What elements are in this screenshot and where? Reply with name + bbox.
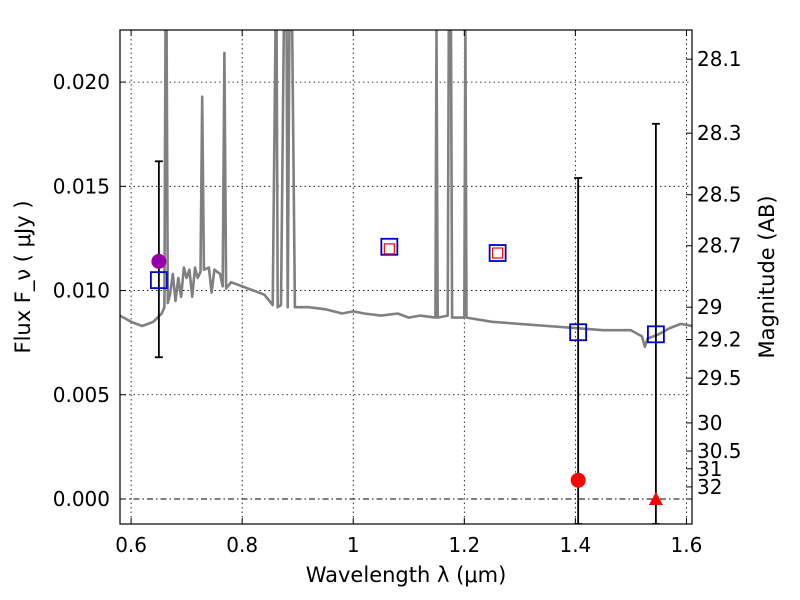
y-tick-label: 0.005 [53, 383, 110, 407]
right-tick-label: 32 [697, 475, 722, 499]
x-tick-label: 1.6 [671, 533, 703, 557]
model-point [380, 237, 399, 256]
y-axis-title: Flux F_ν ( μJy ) [11, 200, 36, 353]
y-tick-label: 0.010 [53, 279, 110, 303]
x-axis-title: Wavelength λ (μm) [306, 563, 507, 587]
right-axis-title: Magnitude (AB) [755, 195, 779, 358]
y-tick-label: 0.020 [53, 70, 110, 94]
plot-background [120, 30, 692, 524]
right-tick-label: 29.5 [697, 366, 742, 390]
y-ticks: 0.000 0.005 0.010 0.015 0.020 [53, 70, 126, 511]
x-tick-label: 1.2 [448, 533, 480, 557]
plot-frame [119, 29, 693, 525]
x-tick-label: 1.4 [559, 533, 591, 557]
inner-model-point [383, 243, 395, 255]
inner-model-point [492, 247, 504, 259]
y-tick-label: 0.000 [53, 487, 110, 511]
x-tick-label: 0.6 [115, 533, 147, 557]
right-tick-label: 28.3 [697, 121, 742, 145]
x-tick-label: 0.8 [226, 533, 258, 557]
model-point [149, 271, 168, 290]
sed-layer [120, 30, 692, 349]
x-tick-label: 1 [347, 533, 360, 557]
observed-point-upper-limit [648, 491, 663, 505]
sed-line [120, 30, 692, 349]
model-point [647, 325, 665, 344]
right-tick-label: 28.7 [697, 234, 742, 258]
model-point [569, 323, 588, 342]
observed-points [151, 253, 663, 505]
model-boxes [149, 237, 665, 344]
right-tick-label: 29.2 [697, 328, 742, 352]
right-tick-label: 30.5 [697, 439, 742, 463]
right-tick-label: 30 [697, 411, 722, 435]
x-ticks: 0.6 0.8 1 1.2 1.4 1.6 [115, 30, 702, 557]
y-tick-label: 0.015 [53, 174, 110, 198]
right-tick-label: 29 [697, 295, 722, 319]
model-point [488, 244, 507, 262]
right-tick-label: 28.1 [697, 47, 742, 71]
right-tick-label: 28.5 [697, 183, 742, 207]
observed-point [570, 472, 586, 488]
observed-point [151, 253, 167, 269]
right-tick-label: 31 [697, 457, 722, 481]
